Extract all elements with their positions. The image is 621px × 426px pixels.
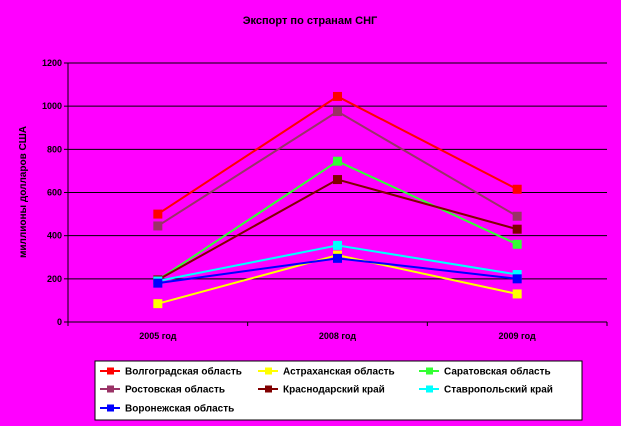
legend-item: Краснодарский край — [258, 385, 385, 396]
legend-label: Ставропольский край — [444, 385, 553, 396]
data-point — [512, 224, 522, 234]
data-point — [512, 184, 522, 194]
legend-item: Ставропольский край — [419, 385, 553, 396]
legend-item: Саратовская область — [419, 366, 551, 378]
data-point — [512, 239, 522, 249]
data-point — [153, 278, 163, 288]
series-1 — [153, 91, 522, 219]
x-tick-label: 2009 год — [499, 331, 537, 341]
data-point — [333, 107, 342, 117]
legend-marker — [265, 367, 272, 375]
legend-label: Краснодарский край — [283, 385, 385, 396]
legend: Волгоградская область Астраханская област… — [94, 360, 583, 421]
data-point — [153, 299, 163, 309]
data-point — [512, 274, 522, 284]
data-point — [333, 156, 342, 166]
y-tick-label: 1200 — [42, 58, 62, 68]
y-tick-label: 800 — [47, 144, 62, 154]
y-tick-label: 0 — [57, 317, 62, 327]
series-5 — [153, 175, 522, 285]
legend-item: Воронежская область — [100, 403, 234, 415]
legend-marker — [107, 385, 114, 393]
y-tick-label: 1000 — [42, 101, 62, 111]
y-tick-label: 600 — [47, 188, 62, 198]
x-tick-label: 2008 год — [319, 331, 357, 341]
legend-item: Волгоградская область — [100, 366, 242, 378]
x-tick-label: 2005 год — [139, 331, 177, 341]
data-point — [512, 289, 522, 299]
legend-label: Волгоградская область — [125, 366, 242, 378]
axes: 0 200 400 600 800 1000 1200 2005 год 2008 год 200… — [42, 58, 608, 341]
data-point — [333, 240, 342, 250]
data-point — [153, 221, 163, 231]
legend-marker — [426, 367, 433, 375]
data-point — [512, 211, 522, 221]
data-point — [153, 209, 163, 219]
legend-label: Астраханская область — [283, 366, 395, 378]
chart-title: Экспорт по странам СНГ — [243, 15, 378, 27]
y-axis-title: миллионы долларов США — [18, 126, 29, 258]
data-point — [333, 91, 342, 101]
series-7 — [153, 253, 522, 288]
series-lines — [153, 91, 522, 309]
legend-label: Воронежская область — [125, 403, 234, 415]
legend-label: Саратовская область — [444, 366, 551, 378]
series-4 — [153, 107, 522, 231]
series-line — [157, 110, 518, 227]
legend-item: Астраханская область — [258, 366, 395, 378]
y-tick-label: 200 — [47, 274, 62, 284]
legend-marker — [107, 367, 114, 375]
legend-label: Ростовская область — [125, 384, 225, 396]
data-point — [333, 175, 342, 185]
legend-item: Ростовская область — [100, 384, 225, 396]
legend-marker — [107, 404, 114, 412]
y-tick-label: 400 — [47, 231, 62, 241]
legend-marker — [265, 385, 272, 393]
legend-marker — [426, 385, 433, 393]
legend-box — [94, 360, 583, 421]
data-point — [333, 253, 342, 263]
